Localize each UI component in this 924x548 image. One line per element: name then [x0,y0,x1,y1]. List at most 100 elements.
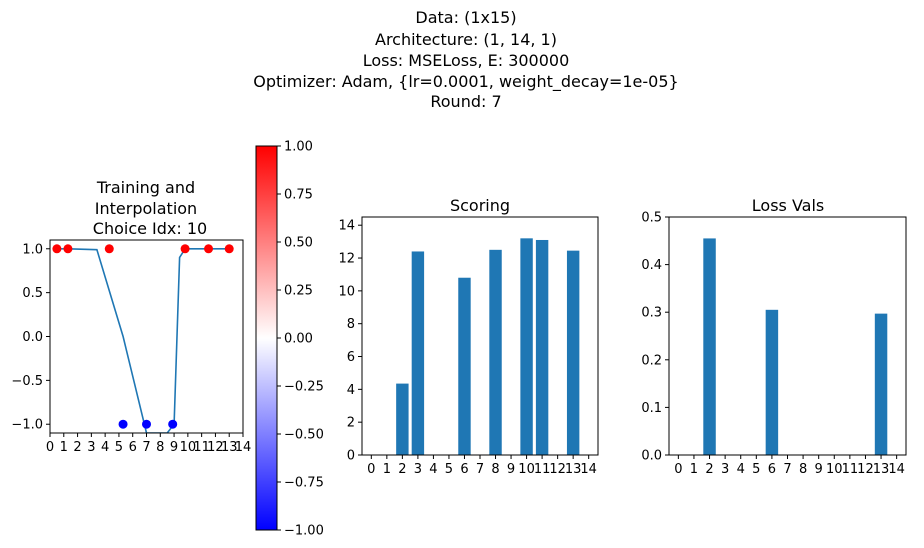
chart2-xtick-label-9: 9 [507,462,515,477]
chart2-xtick-label-3: 3 [414,462,422,477]
colorbar: −1.00 −0.75 −0.50 −0.25 0.00 0.25 0.50 0.75 1.00 [255,140,324,539]
chart2-xtick-label-1: 1 [383,462,391,477]
training-point-2 [104,244,114,254]
chart3-ytick-label-3: 0.3 [641,306,662,321]
chart2-bar-8 [489,249,502,455]
chart1-xtick-label-4: 4 [101,440,109,455]
chart3-ytick-label-0: 0.0 [641,449,662,464]
training-interpolation-chart: Training and Interpolation Choice Idx: 1… [11,178,251,455]
chart2-bar-10 [520,238,533,455]
chart2-ytick-label-7: 14 [338,219,355,234]
colorbar-tick-label-5: 0.25 [284,284,313,299]
suptitle-line-2: Architecture: (1, 14, 1) [375,30,557,49]
chart2-xtick-label-8: 8 [491,462,499,477]
training-point-5 [168,419,178,429]
colorbar-tick-label-0: −1.00 [284,524,324,539]
chart3-title: Loss Vals [752,196,824,215]
chart3-ytick-label-2: 0.2 [641,353,662,368]
chart1-xtick-label-5: 5 [115,440,123,455]
suptitle: Data: (1x15) Architecture: (1, 14, 1) Lo… [253,8,678,111]
chart3-bar-6 [765,309,779,455]
suptitle-line-4: Optimizer: Adam, {lr=0.0001, weight_deca… [253,72,678,92]
colorbar-tick-label-1: −0.75 [284,476,324,491]
chart3-xtick-label-4: 4 [737,462,745,477]
training-point-4 [142,419,151,429]
chart2-ytick-label-2: 4 [347,383,355,398]
chart2-xtick-label-14: 14 [580,462,597,477]
chart1-xtick-label-2: 2 [73,440,81,455]
suptitle-line-5: Round: 7 [430,92,501,111]
chart2-bar-11 [535,239,549,455]
chart2-xtick-label-12: 12 [549,462,566,477]
chart3-xtick-label-2: 2 [705,462,713,477]
chart1-xtick-label-13: 13 [221,440,238,455]
chart3-xtick-label-10: 10 [826,462,843,477]
chart2-ytick-label-4: 8 [347,317,355,332]
colorbar-gradient [256,146,277,530]
chart2-xtick-label-4: 4 [429,462,437,477]
chart3-bar-2 [703,238,716,455]
chart2-xtick-label-6: 6 [460,462,468,477]
chart1-title-line-3: Choice Idx: 10 [93,219,207,238]
loss-vals-chart: Loss Vals 0 1 2 3 4 5 6 7 8 9 10 11 12 13 14 0.00.10.2… [641,196,907,477]
chart2-bar-13 [566,250,580,455]
chart1-ytick-label-1: −0.5 [11,374,43,389]
colorbar-tick-label-2: −0.50 [284,428,324,443]
chart1-xtick-label-7: 7 [142,440,150,455]
training-point-1 [63,244,73,254]
chart2-bar-6 [458,277,471,455]
chart3-xtick-label-9: 9 [815,462,823,477]
training-point-7 [204,244,214,254]
chart3-xtick-label-1: 1 [690,462,698,477]
chart2-xtick-label-11: 11 [534,462,551,477]
chart1-xtick-label-12: 12 [207,440,224,455]
chart3-xtick-label-11: 11 [842,462,859,477]
chart2-ytick-label-5: 10 [338,284,355,299]
chart2-ytick-label-6: 12 [338,252,355,267]
training-point-0 [52,244,62,254]
colorbar-tick-label-4: 0.00 [284,332,313,347]
chart3-xtick-label-8: 8 [799,462,807,477]
chart1-xtick-label-9: 9 [170,440,178,455]
suptitle-line-1: Data: (1x15) [415,8,516,27]
chart1-ytick-label-3: 0.5 [22,286,43,301]
chart3-xtick-label-12: 12 [857,462,874,477]
chart2-xtick-label-2: 2 [398,462,406,477]
training-point-3 [118,419,128,429]
colorbar-tick-label-8: 1.00 [284,140,313,155]
chart2-xtick-label-10: 10 [518,462,535,477]
chart2-xtick-label-5: 5 [445,462,453,477]
chart3-ytick-label-4: 0.4 [641,258,662,273]
chart2-title: Scoring [450,196,510,215]
chart1-title-line-2: Interpolation [95,199,197,218]
colorbar-tick-label-3: −0.25 [284,380,324,395]
chart3-ytick-label-1: 0.1 [641,401,662,416]
colorbar-tick-label-6: 0.50 [284,236,313,251]
chart2-xtick-label-7: 7 [476,462,484,477]
chart1-xtick-label-11: 11 [193,440,210,455]
chart3-xtick-label-13: 13 [873,462,890,477]
chart3-bar-13 [874,313,888,455]
chart1-title-line-1: Training and [96,178,195,197]
chart1-xtick-label-0: 0 [46,440,54,455]
chart2-ytick-label-0: 0 [347,449,355,464]
chart1-xtick-label-1: 1 [60,440,68,455]
chart3-xtick-label-14: 14 [888,462,905,477]
chart1-xtick-label-6: 6 [129,440,137,455]
chart2-ytick-label-1: 2 [347,416,355,431]
chart1-ytick-label-4: 1.0 [22,242,43,257]
interpolation-line [56,248,230,433]
chart1-xtick-label-14: 14 [235,440,252,455]
training-point-8 [224,244,234,254]
chart2-xtick-label-13: 13 [565,462,582,477]
chart2-ytick-label-3: 6 [347,350,355,365]
chart3-xtick-label-3: 3 [721,462,729,477]
chart2-bar-3 [411,251,425,455]
chart1-ytick-label-0: −1.0 [11,418,43,433]
chart3-ytick-label-5: 0.5 [641,211,662,226]
chart2-xtick-label-0: 0 [367,462,375,477]
suptitle-line-3: Loss: MSELoss, E: 300000 [363,51,570,70]
chart3-xtick-label-0: 0 [674,462,682,477]
